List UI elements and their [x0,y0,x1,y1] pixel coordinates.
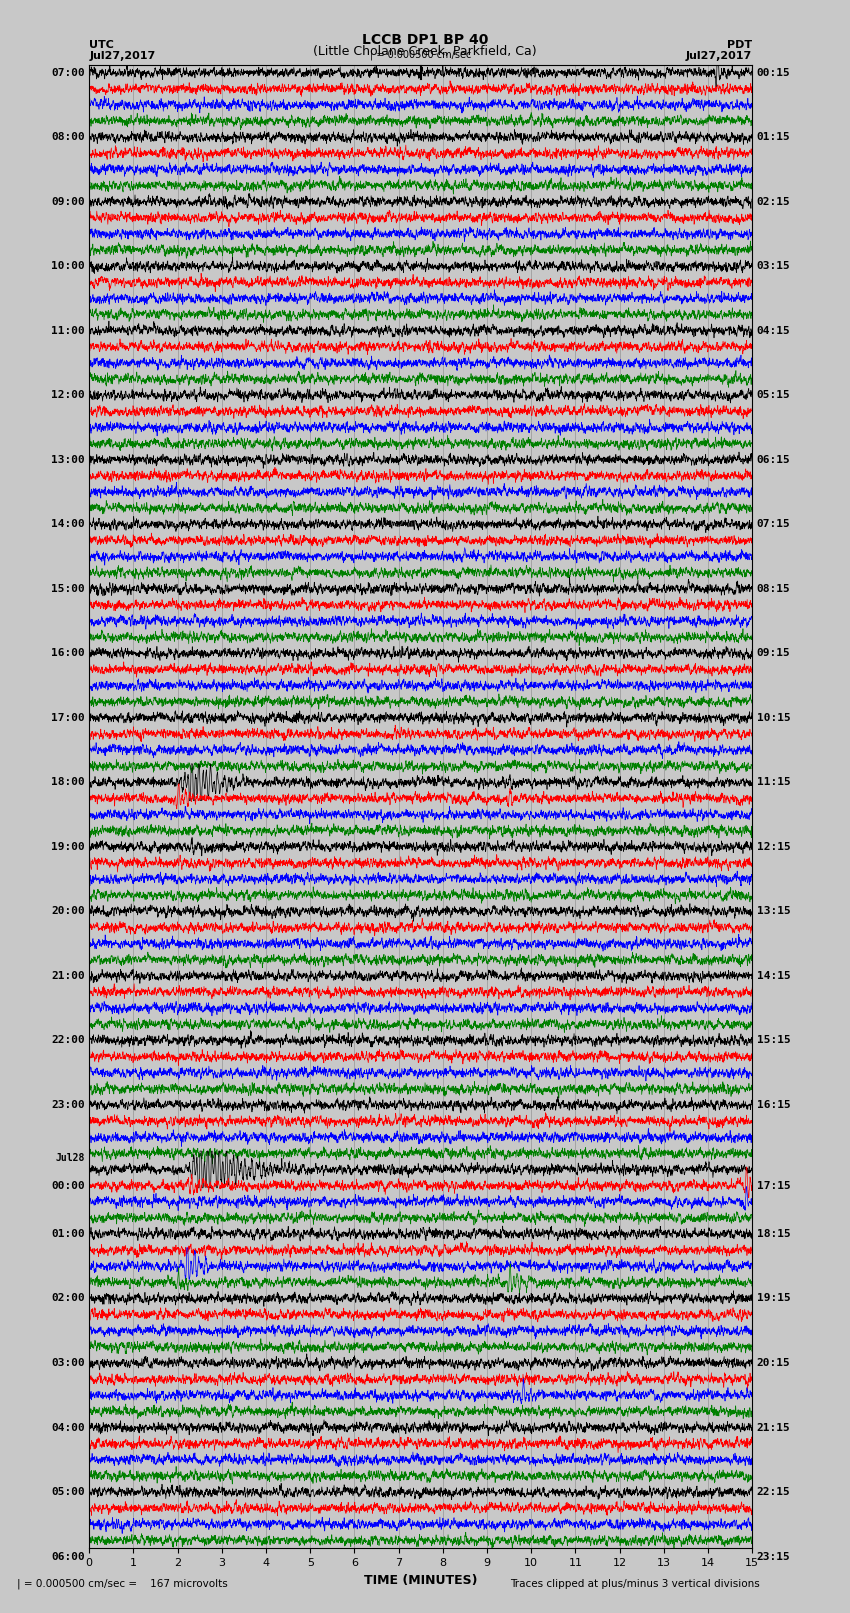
Text: 16:15: 16:15 [756,1100,790,1110]
Text: 14:15: 14:15 [756,971,790,981]
Text: 17:15: 17:15 [756,1181,790,1190]
Text: 18:00: 18:00 [51,777,85,787]
Text: (Little Cholane Creek, Parkfield, Ca): (Little Cholane Creek, Parkfield, Ca) [313,45,537,58]
Text: 08:00: 08:00 [51,132,85,142]
Text: 04:15: 04:15 [756,326,790,336]
Text: 20:15: 20:15 [756,1358,790,1368]
Text: 12:00: 12:00 [51,390,85,400]
Text: 15:15: 15:15 [756,1036,790,1045]
Text: 20:00: 20:00 [51,907,85,916]
Text: 11:00: 11:00 [51,326,85,336]
Text: 09:15: 09:15 [756,648,790,658]
Text: 00:15: 00:15 [756,68,790,77]
Text: 02:00: 02:00 [51,1294,85,1303]
Text: 04:00: 04:00 [51,1423,85,1432]
X-axis label: TIME (MINUTES): TIME (MINUTES) [364,1574,478,1587]
Text: 18:15: 18:15 [756,1229,790,1239]
Text: 19:00: 19:00 [51,842,85,852]
Text: 07:00: 07:00 [51,68,85,77]
Text: 13:00: 13:00 [51,455,85,465]
Text: 06:15: 06:15 [756,455,790,465]
Text: Jul27,2017: Jul27,2017 [89,52,156,61]
Text: 23:15: 23:15 [756,1552,790,1561]
Text: | = 0.000500 cm/sec: | = 0.000500 cm/sec [370,48,472,60]
Text: 21:00: 21:00 [51,971,85,981]
Text: 08:15: 08:15 [756,584,790,594]
Text: UTC: UTC [89,40,114,50]
Text: Traces clipped at plus/minus 3 vertical divisions: Traces clipped at plus/minus 3 vertical … [510,1579,760,1589]
Text: 13:15: 13:15 [756,907,790,916]
Text: 23:00: 23:00 [51,1100,85,1110]
Text: 09:00: 09:00 [51,197,85,206]
Text: 06:00: 06:00 [51,1552,85,1561]
Text: 03:00: 03:00 [51,1358,85,1368]
Text: 15:00: 15:00 [51,584,85,594]
Text: 16:00: 16:00 [51,648,85,658]
Text: 11:15: 11:15 [756,777,790,787]
Text: Jul28: Jul28 [55,1153,85,1163]
Text: 10:15: 10:15 [756,713,790,723]
Text: 12:15: 12:15 [756,842,790,852]
Text: 17:00: 17:00 [51,713,85,723]
Text: 19:15: 19:15 [756,1294,790,1303]
Text: 14:00: 14:00 [51,519,85,529]
Text: 05:00: 05:00 [51,1487,85,1497]
Text: 02:15: 02:15 [756,197,790,206]
Text: 07:15: 07:15 [756,519,790,529]
Text: 22:00: 22:00 [51,1036,85,1045]
Text: | = 0.000500 cm/sec =    167 microvolts: | = 0.000500 cm/sec = 167 microvolts [17,1579,228,1589]
Text: LCCB DP1 BP 40: LCCB DP1 BP 40 [362,34,488,47]
Text: 01:15: 01:15 [756,132,790,142]
Text: PDT: PDT [727,40,752,50]
Text: 05:15: 05:15 [756,390,790,400]
Text: 03:15: 03:15 [756,261,790,271]
Text: Jul27,2017: Jul27,2017 [686,52,752,61]
Text: 01:00: 01:00 [51,1229,85,1239]
Text: 22:15: 22:15 [756,1487,790,1497]
Text: 21:15: 21:15 [756,1423,790,1432]
Text: 10:00: 10:00 [51,261,85,271]
Text: 00:00: 00:00 [51,1181,85,1190]
